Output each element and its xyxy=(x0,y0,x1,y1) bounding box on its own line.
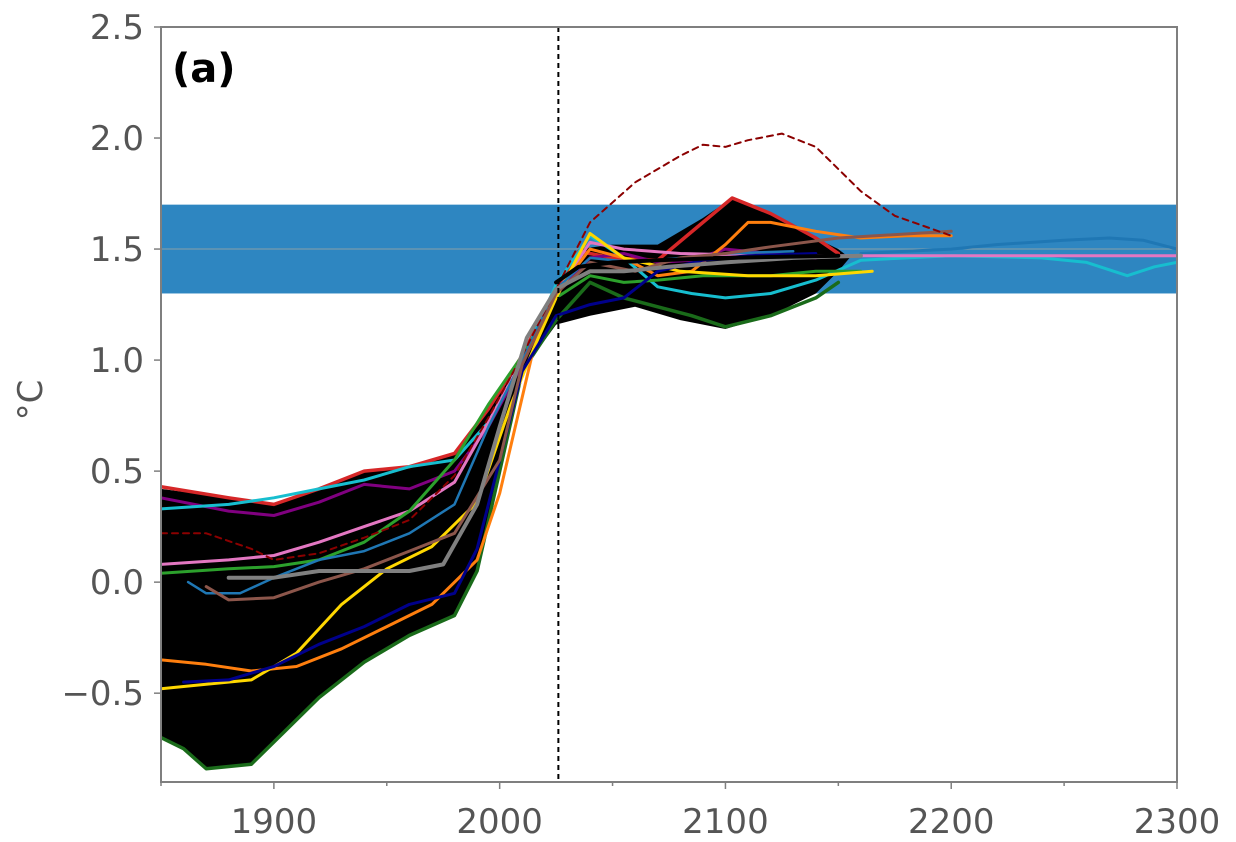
x-tick-label: 2000 xyxy=(456,802,543,842)
series-line-15 xyxy=(554,253,841,285)
y-tick-label: 1.0 xyxy=(90,341,144,381)
series-layer xyxy=(161,132,1177,771)
envelope-layer xyxy=(161,198,850,769)
y-tick-label: 2.5 xyxy=(90,8,144,48)
y-tick-label: −0.5 xyxy=(61,674,144,714)
series-line-5 xyxy=(859,236,1177,255)
series-line-2 xyxy=(161,280,841,771)
y-axis: −0.5 0.0 0.5 1.0 1.5 2.0 2.5 xyxy=(61,8,161,714)
right-axis-title-fragment: °C xyxy=(1231,385,1236,426)
x-tick-label: 2200 xyxy=(908,802,995,842)
series-line-12 xyxy=(204,229,953,602)
x-tick-label: 2300 xyxy=(1134,802,1221,842)
ensemble-envelope xyxy=(161,198,850,769)
y-tick-label: 1.5 xyxy=(90,230,144,270)
x-tick-label: 2100 xyxy=(682,802,769,842)
series-line-13 xyxy=(161,132,953,561)
series-line-4 xyxy=(161,234,1177,511)
x-axis: 1900 2000 2100 2200 2300 xyxy=(160,782,1221,842)
panel-label: (a) xyxy=(172,46,236,92)
y-axis-title: °C xyxy=(11,380,51,421)
y-tick-label: 0.5 xyxy=(90,452,144,492)
x-tick-label: 1900 xyxy=(231,802,318,842)
series-line-14 xyxy=(226,253,863,580)
y-tick-label: 0.0 xyxy=(90,563,144,603)
y-tick-label: 2.0 xyxy=(90,119,144,159)
plot-frame xyxy=(160,26,1178,783)
